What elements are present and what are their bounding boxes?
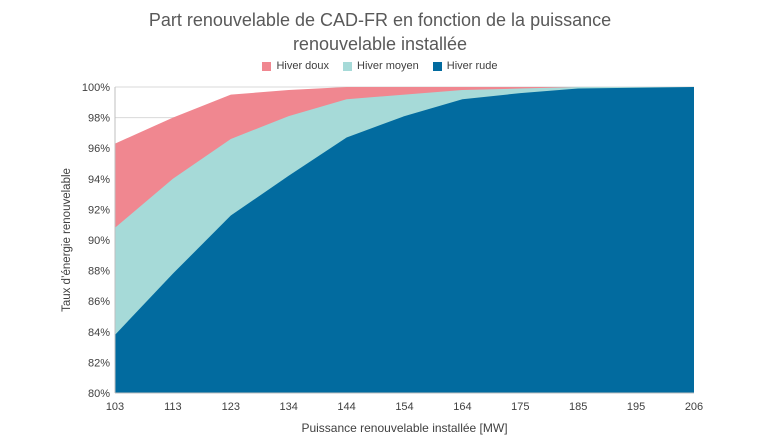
x-tick-label: 134	[280, 401, 298, 413]
x-tick-label: 144	[337, 401, 355, 413]
x-tick-label: 164	[453, 401, 471, 413]
y-tick-label: 80%	[88, 388, 110, 400]
chart-legend: Hiver doux Hiver moyen Hiver rude	[0, 60, 760, 72]
x-tick-labels: 103 113 123 134 144 154 164 175 185 195 206	[106, 401, 703, 413]
y-tick-labels: 80% 82% 84% 86% 88% 90% 92% 94% 96% 98% 100%	[82, 82, 110, 400]
legend-item-hiver-moyen: Hiver moyen	[343, 60, 419, 72]
y-tick-label: 82%	[88, 357, 110, 369]
y-tick-label: 90%	[88, 235, 110, 247]
y-axis-label: Taux d’énergie renouvelable	[61, 168, 73, 312]
x-axis-label: Puissance renouvelable installée [MW]	[301, 421, 508, 435]
y-tick-label: 88%	[88, 266, 110, 278]
y-tick-label: 92%	[88, 204, 110, 216]
y-tick-label: 94%	[88, 174, 110, 186]
legend-swatch-hiver-moyen	[343, 61, 353, 71]
area-hiver-rude	[115, 87, 694, 393]
y-tick-label: 84%	[88, 327, 110, 339]
chart-title-line-2: renouvelable installée	[292, 34, 468, 54]
y-tick-label: 86%	[88, 296, 110, 308]
x-tick-label: 154	[395, 401, 413, 413]
y-tick-label: 96%	[88, 143, 110, 155]
x-tick-label: 175	[511, 401, 529, 413]
x-tick-label: 123	[222, 401, 240, 413]
y-tick-label: 100%	[82, 82, 110, 94]
x-tick-label: 113	[164, 401, 182, 413]
area-series	[115, 87, 694, 393]
legend-label-hiver-doux: Hiver doux	[276, 60, 330, 72]
axes	[114, 87, 694, 394]
x-tick-label: 206	[685, 401, 703, 413]
legend-label-hiver-moyen: Hiver moyen	[357, 60, 419, 72]
x-tick-label: 195	[627, 401, 645, 413]
legend-swatch-hiver-doux	[262, 61, 272, 71]
x-tick-label: 103	[106, 401, 124, 413]
legend-swatch-hiver-rude	[432, 61, 442, 71]
x-tick-label: 185	[569, 401, 587, 413]
legend-item-hiver-rude: Hiver rude	[432, 60, 498, 72]
chart-title: Part renouvelable de CAD-FR en fonction …	[80, 8, 680, 56]
legend-item-hiver-doux: Hiver doux	[262, 60, 329, 72]
chart-title-line-1: Part renouvelable de CAD-FR en fonction …	[148, 10, 612, 30]
y-tick-label: 98%	[88, 113, 110, 125]
legend-label-hiver-rude: Hiver rude	[446, 60, 498, 72]
